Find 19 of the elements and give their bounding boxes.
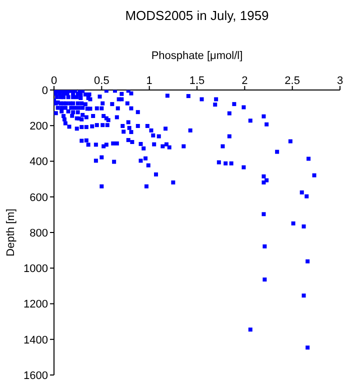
x-tick-label: 1 <box>146 75 152 87</box>
x-tick-label: 0.5 <box>94 75 110 87</box>
y-tick-label: 1000 <box>24 263 48 276</box>
x-axis-title: Phosphate [μmol/l] <box>150 50 244 62</box>
y-tick-label: 1600 <box>24 370 48 382</box>
x-tick-label: 3 <box>336 75 344 87</box>
y-tick-label: 1400 <box>24 334 48 346</box>
x-tick-label: 0 <box>50 75 58 87</box>
y-tick-label: 200 <box>30 120 48 133</box>
y-tick-label: 800 <box>30 227 48 240</box>
x-tick-label: 2.5 <box>284 75 300 87</box>
y-tick-label: 600 <box>30 192 48 204</box>
chart-title: MODS2005 in July, 1959 <box>124 8 270 23</box>
y-tick-label: 1200 <box>24 298 48 311</box>
y-tick-label: 400 <box>30 156 48 168</box>
y-tick-label: 0 <box>42 84 48 97</box>
x-tick-label: 2 <box>242 75 248 87</box>
x-tick-label: 1.5 <box>189 75 205 87</box>
y-axis-title: Depth [m] <box>4 208 17 256</box>
